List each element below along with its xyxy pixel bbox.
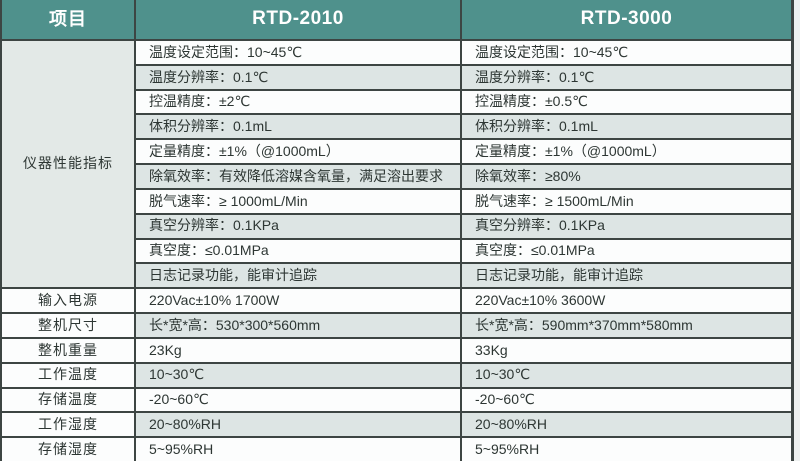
spec-value-rtd2010: -20~60℃ [136,388,460,412]
perf-cell-rtd3000: 日志记录功能，能审计追踪 [462,264,791,288]
spec-value-rtd3000: 10~30℃ [462,363,791,387]
perf-cell-rtd3000: 定量精度：±1%（@1000mL） [462,140,791,164]
spec-value-rtd2010: 10~30℃ [136,363,460,387]
perf-cell-rtd2010: 体积分辨率：0.1mL [136,115,460,139]
perf-cell-rtd3000: 温度分辨率：0.1℃ [462,65,791,89]
perf-cell-rtd2010: 真空分辨率：0.1KPa [136,214,460,238]
spec-value-rtd3000: 20~80%RH [462,413,791,437]
spec-label-dimensions: 整机尺寸 [2,314,134,337]
spec-value-rtd3000: -20~60℃ [462,388,791,412]
spec-label-operating-humidity: 工作湿度 [2,413,134,437]
header-product-rtd-3000: RTD-3000 [462,0,791,39]
spec-label-power: 输入电源 [2,289,134,313]
perf-cell-rtd3000: 体积分辨率：0.1mL [462,115,791,139]
spec-value-rtd2010: 长*宽*高：530*300*560mm [136,314,460,337]
spec-value-rtd2010: 23Kg [136,338,460,362]
spec-label-storage-temp: 存储温度 [2,388,134,412]
perf-cell-rtd3000: 真空度：≤0.01MPa [462,239,791,263]
perf-cell-rtd2010: 控温精度：±2℃ [136,90,460,114]
perf-cell-rtd3000: 温度设定范围：10~45℃ [462,41,791,64]
spec-value-rtd3000: 5~95%RH [462,438,791,461]
spec-label-weight: 整机重量 [2,338,134,362]
spec-value-rtd2010: 5~95%RH [136,438,460,461]
spec-label-storage-humidity: 存储湿度 [2,438,134,461]
merged-label-performance-specs: 仪器性能指标 [2,41,134,288]
header-item-column: 项目 [2,0,134,39]
spec-value-rtd3000: 220Vac±10% 3600W [462,289,791,313]
perf-cell-rtd2010: 定量精度：±1%（@1000mL） [136,140,460,164]
spec-value-rtd2010: 220Vac±10% 1700W [136,289,460,313]
perf-cell-rtd2010: 温度设定范围：10~45℃ [136,41,460,64]
spec-label-operating-temp: 工作温度 [2,363,134,387]
perf-cell-rtd2010: 脱气速率：≥ 1000mL/Min [136,189,460,213]
perf-cell-rtd2010: 温度分辨率：0.1℃ [136,65,460,89]
perf-cell-rtd3000: 控温精度：±0.5℃ [462,90,791,114]
spec-value-rtd3000: 长*宽*高：590mm*370mm*580mm [462,314,791,337]
perf-cell-rtd3000: 真空分辨率：0.1KPa [462,214,791,238]
perf-cell-rtd3000: 除氧效率：≥80% [462,165,791,188]
perf-cell-rtd2010: 真空度：≤0.01MPa [136,239,460,263]
header-product-rtd-2010: RTD-2010 [136,0,460,39]
spec-value-rtd2010: 20~80%RH [136,413,460,437]
spec-value-rtd3000: 33Kg [462,338,791,362]
perf-cell-rtd3000: 脱气速率：≥ 1500mL/Min [462,189,791,213]
perf-cell-rtd2010: 日志记录功能，能审计追踪 [136,264,460,288]
perf-cell-rtd2010: 除氧效率：有效降低溶媒含氧量，满足溶出要求 [136,165,460,188]
